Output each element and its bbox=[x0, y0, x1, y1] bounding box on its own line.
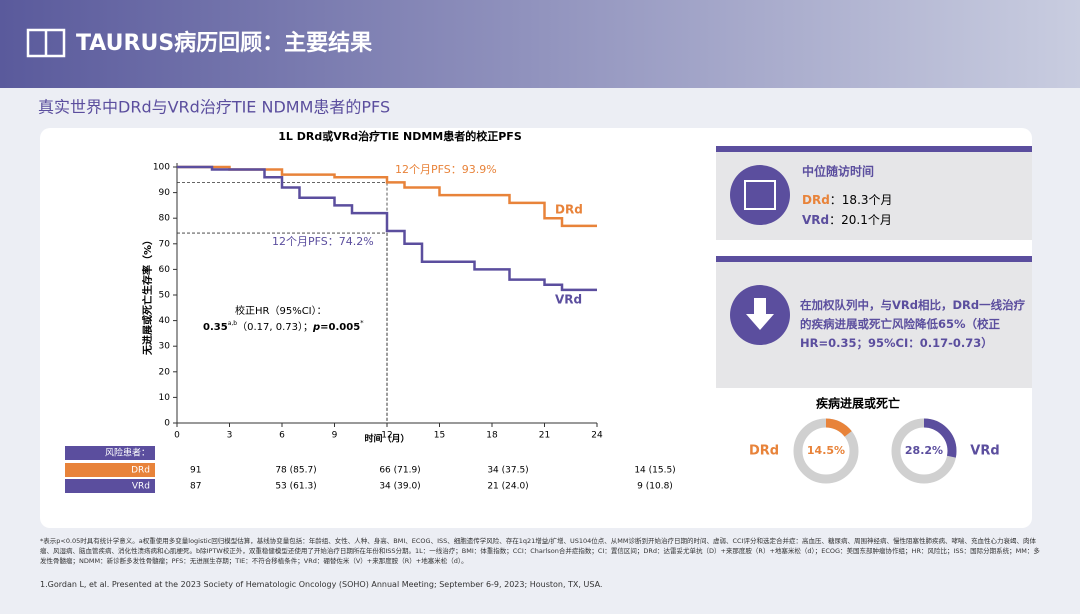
risk-header-cell bbox=[65, 446, 155, 460]
donut-title: 疾病进展或死亡 bbox=[816, 396, 900, 411]
donut-category: DRd bbox=[749, 444, 779, 459]
calendar-icon bbox=[730, 165, 790, 225]
hr-value: 0.35 bbox=[203, 322, 228, 333]
risk-cell: 91 bbox=[190, 466, 201, 476]
chart-title: 1L DRd或VRd治疗TIE NDMM患者的校正PFS bbox=[278, 129, 522, 143]
x-tick-label: 9 bbox=[332, 431, 338, 441]
risk-cell: 34 (39.0) bbox=[379, 482, 420, 492]
footnote-text: *表示p<0.05时具有统计学意义。a权重使用多变量logistic回归模型估算… bbox=[40, 537, 1040, 565]
risk-row-cell bbox=[65, 463, 155, 477]
footnote-box: *表示p<0.05时具有统计学意义。a权重使用多变量logistic回归模型估算… bbox=[40, 536, 1040, 590]
risk-cell: 9 (10.8) bbox=[637, 482, 673, 492]
y-tick-label: 90 bbox=[159, 188, 171, 198]
panel-bar bbox=[716, 256, 1032, 262]
y-tick-label: 10 bbox=[159, 393, 171, 403]
panel-title: 中位随访时间 bbox=[802, 164, 874, 179]
y-tick-label: 80 bbox=[159, 214, 171, 224]
y-tick-label: 50 bbox=[159, 291, 171, 301]
y-axis-title: 无进展或死亡生存率（%） bbox=[141, 235, 154, 356]
x-tick-label: 18 bbox=[486, 431, 498, 441]
p-label: p bbox=[312, 322, 320, 333]
risk-cell: 87 bbox=[190, 482, 201, 492]
x-tick-label: 0 bbox=[174, 431, 180, 441]
annotation: 12个月PFS：74.2% bbox=[272, 235, 374, 248]
risk-cell: 53 (61.3) bbox=[275, 482, 316, 492]
donut-category: VRd bbox=[970, 444, 999, 459]
calendar-icon bbox=[744, 180, 776, 210]
legend-label: VRd bbox=[555, 293, 582, 307]
risk-cell: 21 (24.0) bbox=[487, 482, 528, 492]
y-tick-label: 60 bbox=[159, 265, 171, 275]
x-tick-label: 3 bbox=[227, 431, 233, 441]
donut-arc bbox=[793, 418, 859, 484]
y-tick-label: 40 bbox=[159, 316, 171, 326]
conclusion-box: 在加权队列中，与VRd相比，DRd一线治疗的疾病进展或死亡风险降低65%（校正H… bbox=[800, 298, 1026, 350]
p-sup: * bbox=[360, 319, 364, 327]
y-tick-label: 0 bbox=[164, 419, 170, 429]
hr-label: 校正HR（95%CI）： bbox=[235, 304, 327, 317]
reference: 1.Gordan L, et al. Presented at the 2023… bbox=[40, 580, 603, 589]
panel-bar bbox=[716, 146, 1032, 152]
label: DRd bbox=[802, 193, 830, 207]
x-axis-title: 时间（月） bbox=[364, 433, 409, 445]
arrow-icon bbox=[746, 298, 774, 330]
x-tick-label: 12 bbox=[381, 431, 392, 441]
x-tick-label: 21 bbox=[539, 431, 550, 441]
annotation: 12个月PFS：93.9% bbox=[395, 163, 497, 176]
donut-label: 28.2% bbox=[905, 444, 943, 457]
risk-cell: 78 (85.7) bbox=[275, 466, 316, 476]
header-band bbox=[0, 0, 1080, 88]
y-tick-label: 30 bbox=[159, 342, 171, 352]
hr-ci: （0.17, 0.73）； bbox=[237, 321, 313, 333]
x-tick-label: 6 bbox=[279, 431, 285, 441]
donut-label: 14.5% bbox=[807, 444, 845, 457]
hr-line: 0.35a,b（0.17, 0.73）；p=0.005* bbox=[203, 319, 364, 333]
reference-line bbox=[177, 232, 388, 423]
footnote: *表示p<0.05时具有统计学意义。a权重使用多变量logistic回归模型估算… bbox=[40, 536, 1040, 590]
p-value: =0.005 bbox=[320, 322, 360, 333]
subtitle: 真实世界中DRd与VRd治疗TIE NDMM患者的PFS bbox=[38, 98, 390, 117]
y-tick-label: 100 bbox=[153, 163, 170, 173]
risk-cell: 66 (71.9) bbox=[379, 466, 420, 476]
risk-row-name: VRd bbox=[132, 482, 150, 492]
risk-cell: 34 (37.5) bbox=[487, 466, 528, 476]
risk-row-cell bbox=[65, 479, 155, 493]
x-tick-label: 24 bbox=[591, 431, 603, 441]
followup-row: DRd：18.3个月 bbox=[802, 193, 893, 207]
value: ：20.1个月 bbox=[829, 213, 892, 227]
legend-label: DRd bbox=[555, 203, 583, 217]
y-tick-label: 70 bbox=[159, 239, 171, 249]
risk-cell: 14 (15.5) bbox=[634, 466, 675, 476]
label: VRd bbox=[802, 213, 829, 227]
risk-row-name: DRd bbox=[131, 466, 150, 476]
donut-arc bbox=[891, 418, 957, 484]
km-curve bbox=[177, 165, 597, 228]
value: ：18.3个月 bbox=[830, 193, 893, 207]
header-title: TAURUS病历回顾：主要结果 bbox=[76, 30, 372, 56]
y-tick-label: 20 bbox=[159, 367, 171, 377]
risk-title: 风险患者： bbox=[105, 447, 150, 459]
x-tick-label: 15 bbox=[434, 431, 445, 441]
conclusion: 在加权队列中，与VRd相比，DRd一线治疗的疾病进展或死亡风险降低65%（校正H… bbox=[800, 298, 1026, 350]
followup-row: VRd：20.1个月 bbox=[802, 213, 892, 227]
km-curve bbox=[177, 165, 597, 292]
hr-sup: a,b bbox=[228, 320, 238, 327]
